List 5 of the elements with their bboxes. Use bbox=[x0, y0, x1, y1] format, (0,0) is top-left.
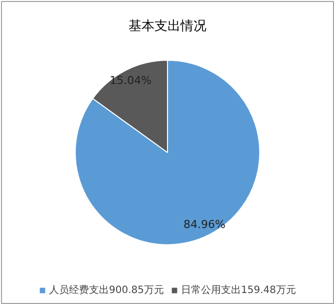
data-label: 84.96% bbox=[183, 218, 226, 232]
legend-label: 日常公用支出159.48万元 bbox=[181, 284, 296, 297]
legend-label: 人员经费支出900.85万元 bbox=[49, 284, 164, 297]
chart-title: 基本支出情况 bbox=[128, 18, 206, 34]
data-label: 15.04% bbox=[110, 74, 152, 87]
